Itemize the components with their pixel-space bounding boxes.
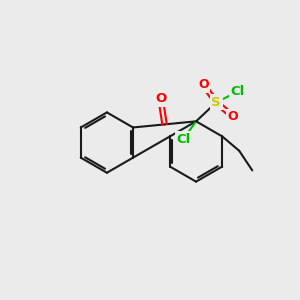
Text: S: S <box>212 96 221 109</box>
Text: O: O <box>155 92 166 105</box>
Text: Cl: Cl <box>176 133 190 146</box>
Text: O: O <box>228 110 238 123</box>
Text: Cl: Cl <box>231 85 245 98</box>
Text: O: O <box>198 78 208 91</box>
